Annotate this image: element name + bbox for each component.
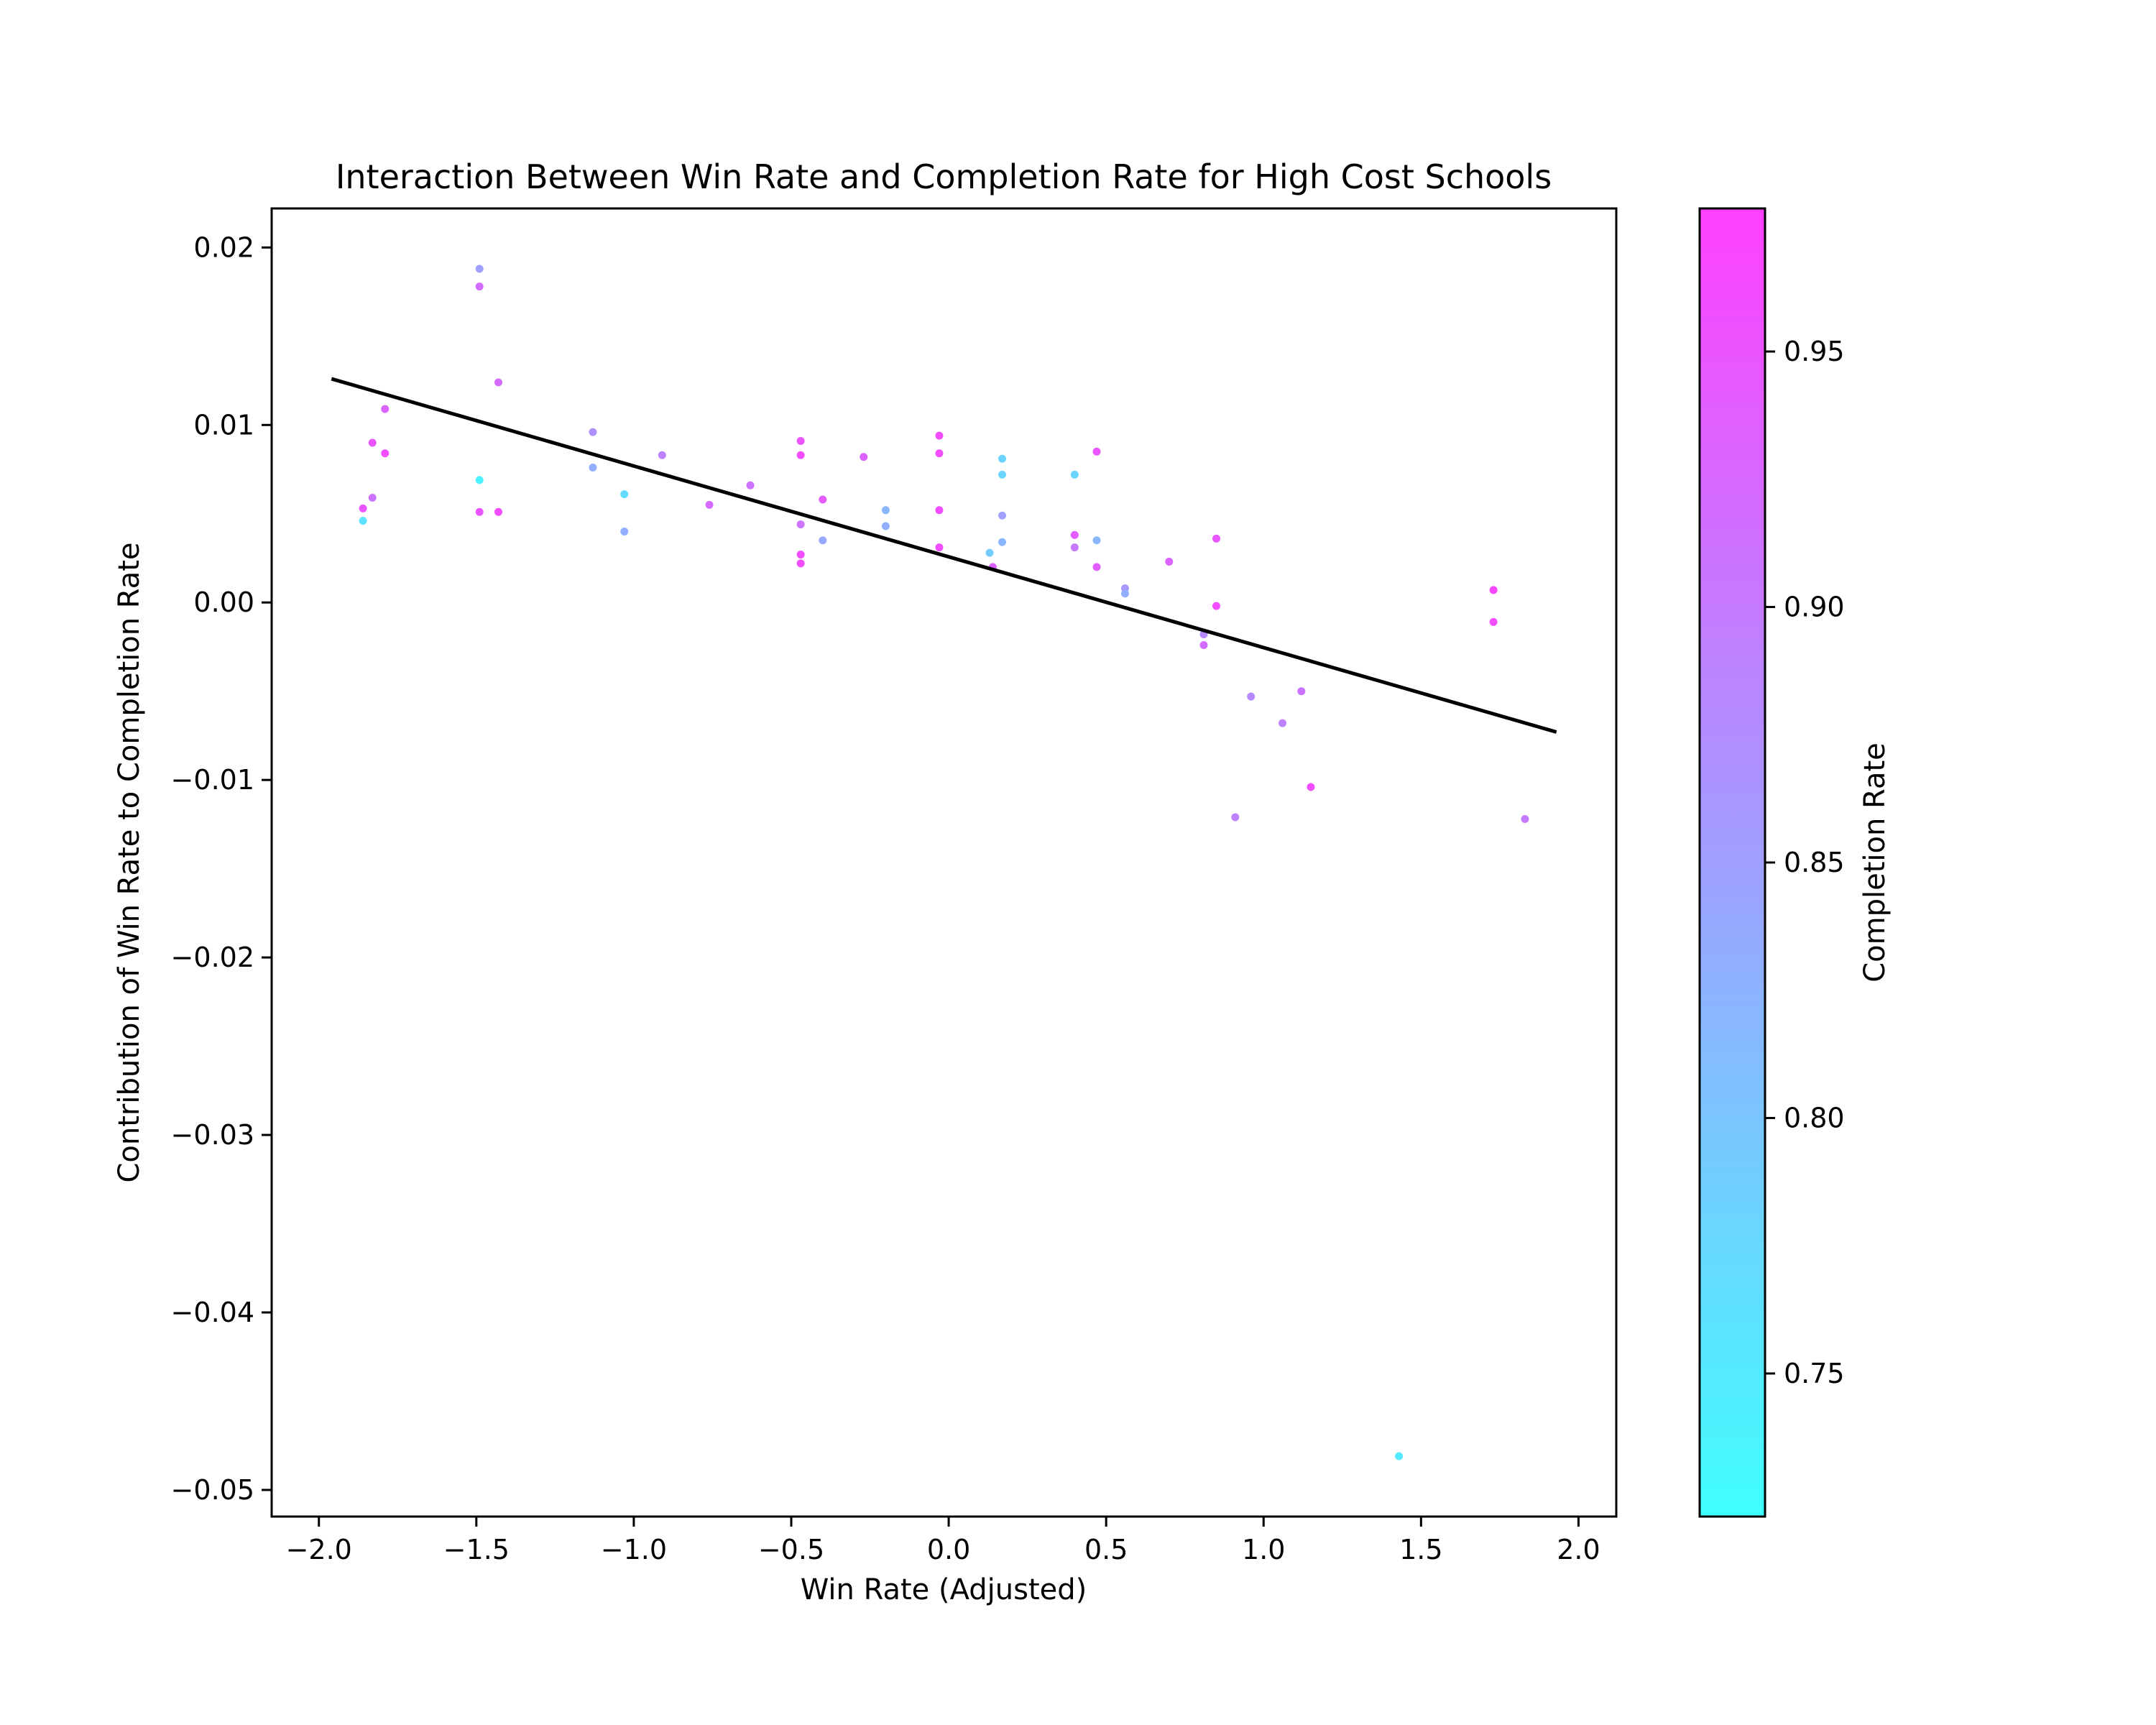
y-tick-label: 0.01 [193, 409, 254, 441]
data-point [998, 470, 1007, 479]
data-point [1070, 543, 1079, 552]
data-point [985, 548, 994, 557]
data-point [1212, 534, 1221, 543]
data-point [998, 454, 1007, 463]
y-tick-label: −0.03 [171, 1119, 254, 1151]
data-point [1070, 530, 1079, 539]
data-point [1247, 692, 1256, 701]
colorbar-tick-label: 0.80 [1784, 1102, 1845, 1133]
data-point [935, 543, 944, 552]
data-point [368, 438, 377, 447]
data-point [1092, 447, 1101, 456]
data-point [819, 536, 827, 545]
data-point [1231, 813, 1240, 822]
x-tick-label: 0.0 [927, 1534, 970, 1565]
data-point [589, 464, 597, 472]
colorbar: 0.75 0.80 0.85 0.90 0.95 Completion Rate [1698, 207, 1892, 1518]
data-point [475, 507, 484, 516]
plot-area: −2.0 −1.5 −1.0 −0.5 0.0 0.5 1.0 1.5 2.0 0.02 0.01… [171, 207, 1618, 1565]
colorbar-tick-label: 0.90 [1784, 592, 1845, 623]
data-point [796, 520, 805, 529]
data-point [1279, 719, 1287, 727]
data-point [589, 428, 597, 436]
x-tick-label: −2.0 [286, 1534, 352, 1565]
data-point [1489, 586, 1498, 594]
data-point [1199, 640, 1208, 649]
data-point [1120, 589, 1129, 598]
data-point [359, 517, 367, 525]
colorbar-ticks: 0.75 0.80 0.85 0.90 0.95 [1765, 336, 1845, 1389]
y-tick-label: −0.04 [171, 1297, 254, 1328]
data-point [1521, 814, 1529, 823]
x-tick-label: −1.0 [601, 1534, 667, 1565]
data-point [1212, 602, 1221, 610]
data-point [998, 538, 1007, 546]
data-point [796, 559, 805, 568]
data-point [796, 437, 805, 446]
data-point [475, 476, 484, 484]
colorbar-gradient [1698, 207, 1766, 1518]
y-tick-label: −0.01 [171, 764, 254, 796]
data-points [359, 264, 1529, 1460]
data-point [935, 449, 944, 458]
data-point [998, 511, 1007, 520]
y-axis-label: Contribution of Win Rate to Completion R… [113, 542, 146, 1182]
data-point [494, 507, 502, 516]
data-point [381, 449, 390, 458]
data-point [1307, 783, 1315, 791]
trend-line [331, 377, 1557, 734]
colorbar-label: Completion Rate [1858, 742, 1892, 983]
y-tick-label: 0.00 [193, 586, 254, 618]
data-point [1297, 687, 1306, 696]
x-tick-label: 1.5 [1399, 1534, 1442, 1565]
data-point [819, 495, 827, 504]
data-point [1092, 536, 1101, 545]
colorbar-tick-label: 0.95 [1784, 336, 1845, 367]
data-point [881, 506, 890, 515]
data-point [746, 481, 755, 489]
data-point [1395, 1452, 1404, 1460]
data-point [1092, 563, 1101, 571]
data-point [475, 282, 484, 291]
data-point [494, 378, 502, 387]
x-tick-label: 1.0 [1242, 1534, 1285, 1565]
data-point [796, 551, 805, 559]
data-point [381, 405, 390, 413]
data-point [881, 522, 890, 530]
y-tick-label: −0.05 [171, 1474, 254, 1506]
x-axis-ticks: −2.0 −1.5 −1.0 −0.5 0.0 0.5 1.0 1.5 2.0 [286, 1517, 1600, 1565]
data-point [475, 264, 484, 273]
chart-title: Interaction Between Win Rate and Complet… [336, 157, 1552, 196]
x-tick-label: −1.5 [443, 1534, 510, 1565]
data-point [935, 431, 944, 440]
data-point [860, 453, 868, 461]
y-axis-ticks: 0.02 0.01 0.00 −0.01 −0.02 −0.03 −0.04 −0.05 [171, 231, 272, 1506]
colorbar-tick-label: 0.75 [1784, 1358, 1845, 1389]
data-point [935, 506, 944, 515]
data-point [368, 494, 377, 502]
x-tick-label: −0.5 [758, 1534, 824, 1565]
y-tick-label: −0.02 [171, 942, 254, 973]
data-point [1165, 557, 1174, 566]
data-point [1489, 617, 1498, 626]
data-point [620, 527, 629, 535]
data-point [658, 451, 666, 459]
x-tick-label: 0.5 [1084, 1534, 1128, 1565]
plot-frame [270, 207, 1618, 1518]
data-point [1070, 470, 1079, 479]
colorbar-tick-label: 0.85 [1784, 847, 1845, 878]
data-point [796, 451, 805, 459]
y-tick-label: 0.02 [193, 231, 254, 263]
data-point [620, 490, 629, 499]
data-point [359, 504, 367, 512]
x-axis-label: Win Rate (Adjusted) [801, 1573, 1087, 1606]
x-tick-label: 2.0 [1557, 1534, 1600, 1565]
data-point [705, 500, 714, 509]
